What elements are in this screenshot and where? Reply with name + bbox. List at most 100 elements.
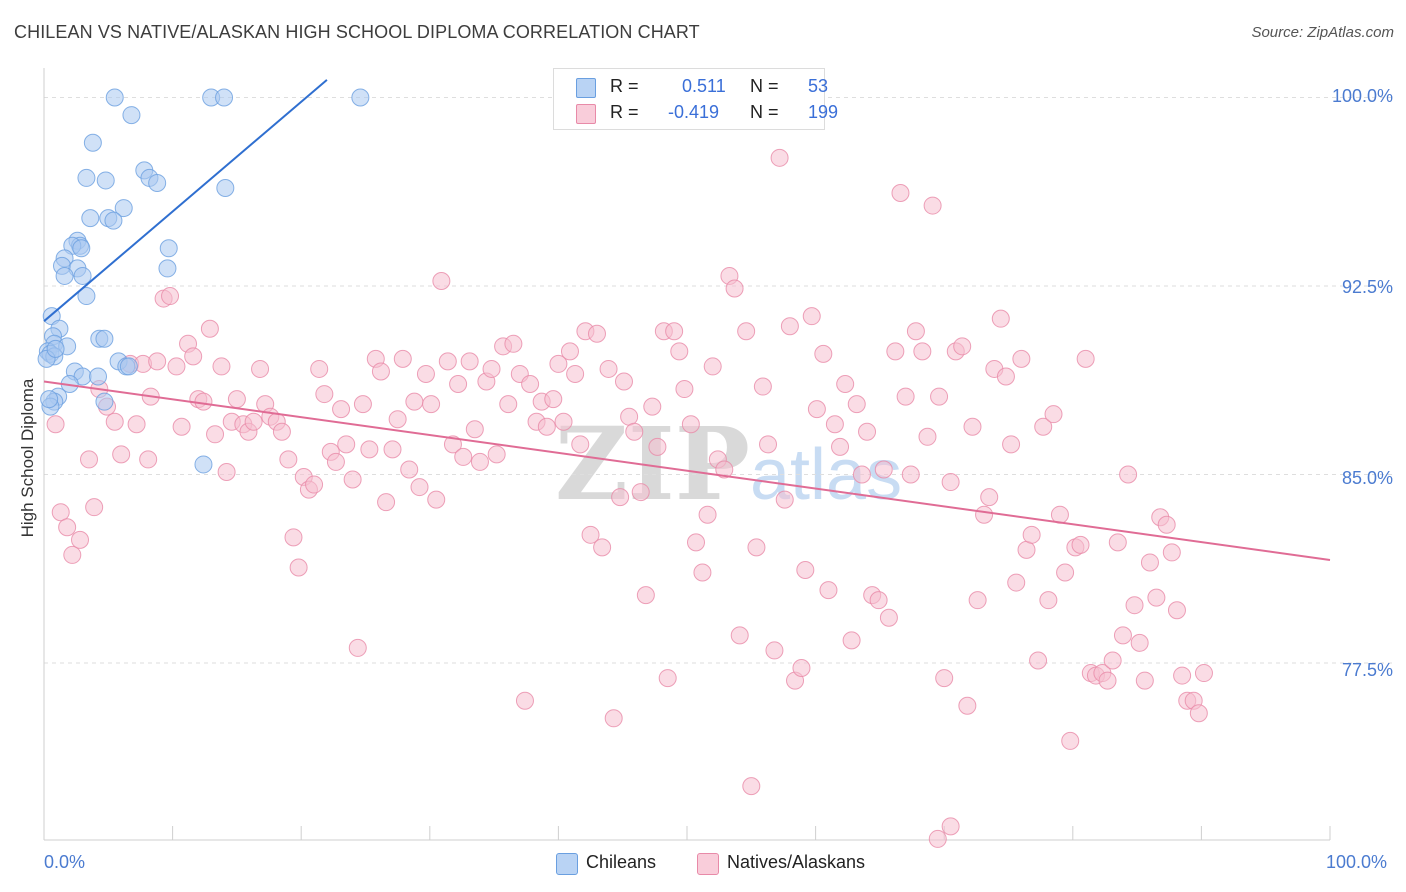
data-point	[80, 450, 99, 469]
data-point	[351, 88, 370, 107]
x-tick-min: 0.0%	[44, 852, 86, 872]
data-point	[112, 445, 131, 464]
data-point	[1135, 671, 1154, 690]
data-point	[896, 387, 915, 406]
data-point	[1098, 671, 1117, 690]
data-point	[104, 211, 123, 230]
data-point	[71, 530, 90, 549]
natives-points	[46, 148, 1213, 848]
data-point	[172, 417, 191, 436]
data-point	[377, 493, 396, 512]
legend-n-value: 53	[808, 76, 829, 96]
data-point	[566, 364, 585, 383]
data-point	[975, 505, 994, 524]
data-point	[1108, 533, 1127, 552]
chart-title: CHILEAN VS NATIVE/ALASKAN HIGH SCHOOL DI…	[14, 22, 700, 42]
data-point	[95, 392, 114, 411]
data-point	[353, 395, 372, 414]
data-point	[460, 352, 479, 371]
data-point	[449, 375, 468, 394]
data-point	[73, 266, 92, 285]
data-point	[96, 171, 115, 190]
data-point	[604, 709, 623, 728]
y-axis-label: High School Diploma	[18, 378, 37, 538]
data-point	[1012, 349, 1031, 368]
legend-n-label: N =	[750, 76, 779, 96]
data-point	[730, 626, 749, 645]
data-point	[807, 400, 826, 419]
data-point	[847, 395, 866, 414]
data-point	[879, 608, 898, 627]
data-point	[482, 359, 501, 378]
data-point	[869, 591, 888, 610]
data-point	[1147, 588, 1166, 607]
data-point	[244, 412, 263, 431]
data-point	[251, 359, 270, 378]
data-point	[305, 475, 324, 494]
data-point	[1002, 435, 1021, 454]
x-tick-max: 100.0%	[1326, 852, 1388, 872]
data-point	[1061, 731, 1080, 750]
data-point	[958, 696, 977, 715]
data-point	[1162, 543, 1181, 562]
data-point	[105, 412, 124, 431]
data-point	[928, 829, 947, 848]
data-point	[1034, 417, 1053, 436]
data-point	[991, 309, 1010, 328]
data-point	[631, 483, 650, 502]
data-point	[427, 490, 446, 509]
data-point	[571, 435, 590, 454]
data-point	[759, 435, 778, 454]
data-point	[72, 239, 91, 258]
data-point	[941, 473, 960, 492]
data-point	[941, 817, 960, 836]
data-point	[675, 380, 694, 399]
data-point	[670, 342, 689, 361]
data-point	[77, 168, 96, 187]
data-point	[310, 359, 329, 378]
data-point	[63, 545, 82, 564]
data-point	[1167, 601, 1186, 620]
data-point	[819, 581, 838, 600]
data-point	[95, 329, 114, 348]
data-point	[620, 407, 639, 426]
legend-swatch-chileans	[576, 78, 596, 98]
data-point	[227, 390, 246, 409]
data-point	[658, 669, 677, 688]
data-point	[953, 337, 972, 356]
y-tick-85: 85.0%	[1341, 468, 1393, 488]
data-point	[901, 465, 920, 484]
data-point	[215, 88, 234, 107]
data-point	[158, 259, 177, 278]
data-point	[438, 352, 457, 371]
data-point	[599, 359, 618, 378]
data-point	[560, 342, 579, 361]
data-point	[780, 317, 799, 336]
data-point	[504, 334, 523, 353]
data-point	[775, 490, 794, 509]
data-point	[537, 417, 556, 436]
data-point	[119, 357, 138, 376]
data-point	[1022, 525, 1041, 544]
data-point	[554, 412, 573, 431]
stats-legend: R = 0.511 N = 53 R = -0.419 N = 199	[553, 68, 838, 130]
chileans-points	[37, 88, 370, 474]
data-point	[148, 352, 167, 371]
data-point	[326, 452, 345, 471]
data-point	[332, 400, 351, 419]
data-point	[343, 470, 362, 489]
data-point	[212, 357, 231, 376]
data-point	[625, 422, 644, 441]
axes	[43, 68, 1331, 841]
data-point	[521, 375, 540, 394]
data-point	[416, 364, 435, 383]
data-point	[1103, 651, 1122, 670]
data-point	[46, 415, 65, 434]
data-point	[913, 342, 932, 361]
legend-swatch-chileans	[556, 853, 578, 875]
data-point	[1194, 664, 1213, 683]
data-point	[388, 410, 407, 429]
legend-r-value: -0.419	[668, 102, 720, 122]
data-point	[58, 518, 77, 537]
data-point	[753, 377, 772, 396]
